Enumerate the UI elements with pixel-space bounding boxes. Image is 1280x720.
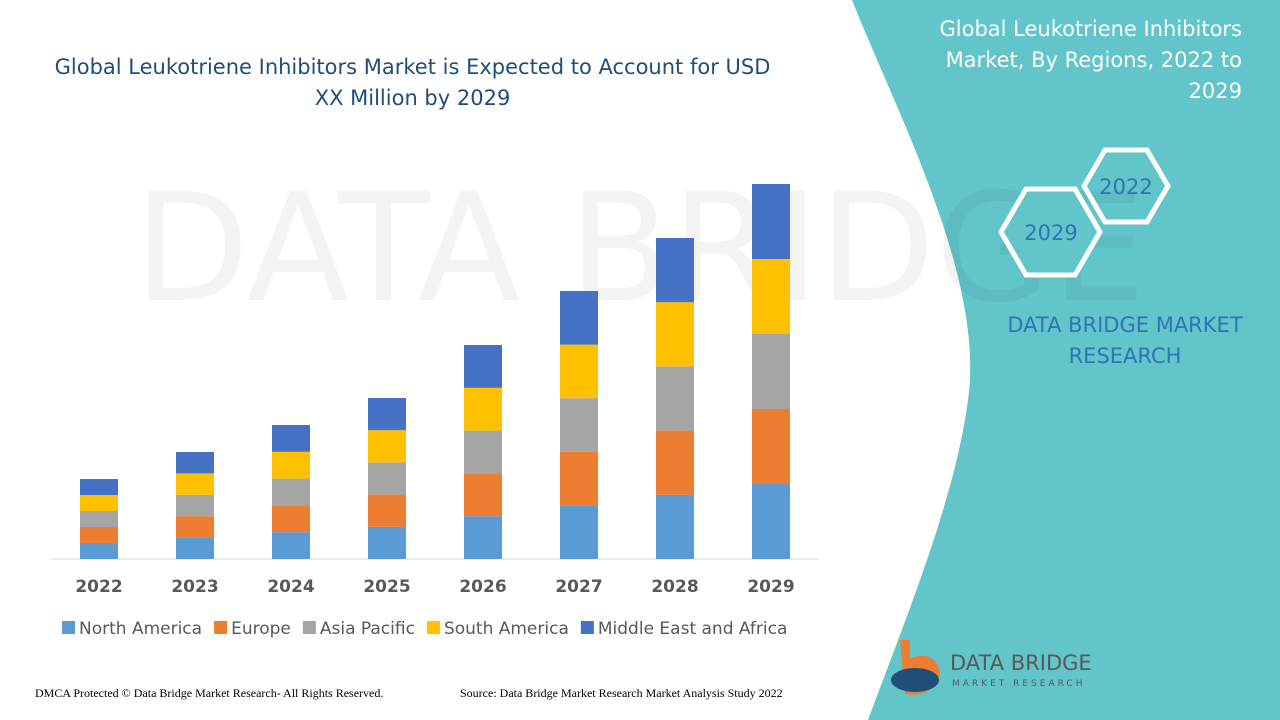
bar-segment [176, 516, 214, 538]
bar-segment [464, 473, 502, 517]
brand: DATA BRIDGE MARKET RESEARCH [1007, 313, 1243, 368]
bar-segment [752, 259, 790, 334]
bar-segment [272, 505, 310, 533]
bar-segment [272, 451, 310, 479]
x-tick-label: 2023 [171, 577, 218, 597]
hexagon-label: 2022 [1099, 175, 1152, 199]
bar-segment [656, 302, 694, 367]
bar-segment [464, 516, 502, 559]
bar-segment [176, 473, 214, 495]
x-tick-label: 2026 [459, 577, 506, 597]
bar-segment [752, 184, 790, 259]
hexagon [1081, 147, 1171, 225]
bar-segment [560, 451, 598, 506]
bar-segment [80, 479, 118, 495]
bar-segment [176, 452, 214, 474]
x-tick-label: 2024 [267, 577, 314, 597]
footer-right: Source: Data Bridge Market Research Mark… [460, 686, 783, 700]
watermark: DATA BRIDGE [134, 162, 1146, 336]
legend-swatch [302, 621, 316, 634]
bar-segment [560, 505, 598, 559]
bar-segment [560, 344, 598, 399]
legend-swatch [62, 621, 75, 634]
bar-segment [464, 387, 502, 431]
legend-label: South America [444, 619, 569, 639]
bar-segment [656, 494, 694, 559]
bar-segment [656, 238, 694, 303]
x-tick-label: 2029 [747, 577, 794, 597]
chart-title: Global Leukotriene Inhibitors Market is … [54, 55, 771, 110]
bar-segment [80, 543, 118, 559]
bar-segment [752, 334, 790, 409]
bar-segment [368, 462, 406, 495]
logo-name: DATA BRIDGE [950, 651, 1092, 675]
bar-segment [464, 345, 502, 388]
x-tick-label: 2022 [75, 577, 122, 597]
side-title: Global Leukotriene Inhibitors Market, By… [939, 17, 1242, 103]
bar-segment [272, 425, 310, 452]
side-background [852, 0, 1280, 720]
bar-segment [368, 526, 406, 559]
legend-label: Middle East and Africa [598, 619, 788, 639]
logo-tagline: MARKET RESEARCH [952, 679, 1085, 689]
bar-segment [80, 527, 118, 543]
logo-icon [891, 668, 939, 692]
bar-segment [272, 478, 310, 506]
legend-swatch [580, 621, 594, 634]
legend-swatch [214, 621, 228, 634]
bar-segment [80, 495, 118, 511]
legend-label: Asia Pacific [320, 619, 415, 639]
bar-segment [560, 398, 598, 452]
bar-segment [752, 409, 790, 484]
legend-swatch [426, 621, 440, 634]
footer-left: DMCA Protected © Data Bridge Market Rese… [35, 686, 384, 700]
bar-segment [80, 511, 118, 527]
bar-segment [368, 494, 406, 527]
x-tick-label: 2025 [363, 577, 410, 597]
bar-segment [368, 398, 406, 431]
hexagon-label: 2029 [1024, 221, 1077, 245]
bar-segment [272, 532, 310, 559]
bar-segment [464, 430, 502, 474]
bar-segment [752, 484, 790, 559]
x-tick-label: 2027 [555, 577, 602, 597]
x-tick-label: 2028 [651, 577, 698, 597]
bar-segment [656, 366, 694, 431]
hexagon [998, 186, 1103, 278]
legend-label: North America [79, 619, 202, 639]
bar-segment [176, 537, 214, 559]
bar-segment [656, 430, 694, 495]
legend-label: Europe [231, 619, 291, 639]
bar-segment [176, 494, 214, 517]
bar-segment [560, 291, 598, 345]
bar-segment [368, 430, 406, 463]
